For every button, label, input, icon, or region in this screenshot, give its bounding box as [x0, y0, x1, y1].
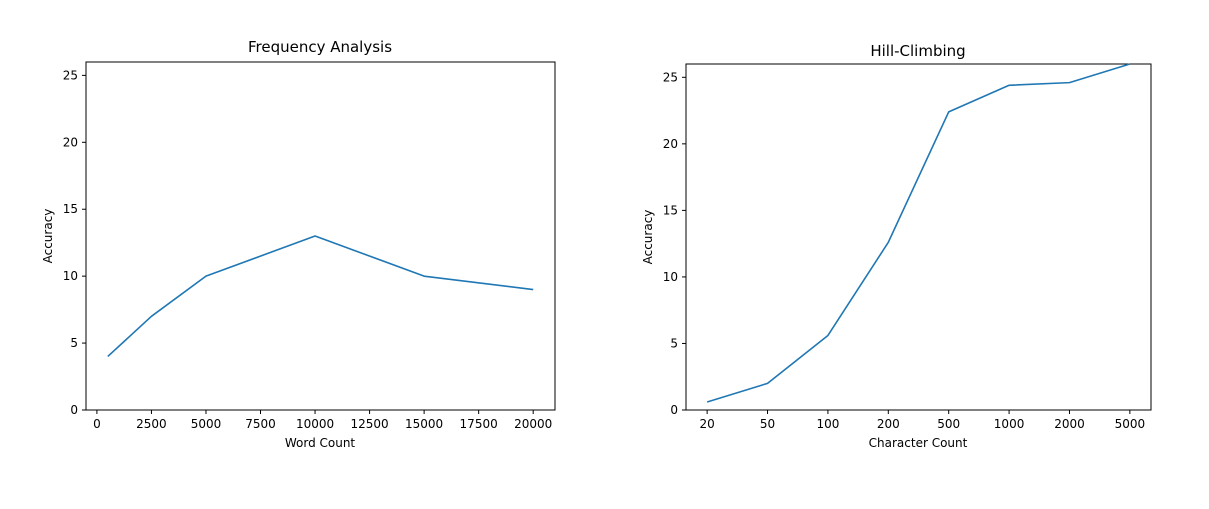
chart-title: Frequency Analysis — [248, 38, 392, 56]
y-tick-label: 0 — [70, 403, 78, 417]
x-tick-label: 0 — [93, 417, 101, 431]
y-tick-label: 15 — [663, 203, 678, 217]
y-tick-label: 20 — [63, 135, 78, 149]
x-tick-label: 200 — [877, 417, 900, 431]
y-tick-label: 5 — [670, 336, 678, 350]
x-tick-label: 20 — [699, 417, 714, 431]
y-tick-label: 5 — [70, 336, 78, 350]
y-tick-label: 10 — [63, 269, 78, 283]
x-tick-label: 500 — [937, 417, 960, 431]
y-tick-label: 0 — [670, 403, 678, 417]
x-tick-label: 17500 — [460, 417, 498, 431]
x-axis-label: Character Count — [869, 436, 968, 450]
y-tick-label: 25 — [63, 68, 78, 82]
y-tick-label: 20 — [663, 137, 678, 151]
plot-frame — [685, 63, 1152, 411]
series-line — [107, 235, 534, 358]
x-tick-label: 20000 — [514, 417, 552, 431]
y-axis-label: Accuracy — [641, 210, 655, 265]
x-tick-label: 10000 — [296, 417, 334, 431]
chart-hill-climbing: Hill-Climbing 20 50 100 200 500 1000 2000 5000 … — [641, 42, 1152, 450]
plot-frame — [85, 61, 556, 411]
y-axis-label: Accuracy — [41, 209, 55, 264]
y-tick-label: 15 — [63, 202, 78, 216]
x-tick-label: 50 — [760, 417, 775, 431]
x-tick-label: 100 — [816, 417, 839, 431]
y-tick-label: 10 — [663, 270, 678, 284]
x-tick-label: 7500 — [245, 417, 276, 431]
chart-title: Hill-Climbing — [870, 42, 965, 60]
x-axis-label: Word Count — [285, 436, 356, 450]
x-tick-label: 2000 — [1054, 417, 1085, 431]
series-line — [706, 63, 1131, 403]
chart-frequency-analysis: Frequency Analysis 0 2500 5000 7500 10000 125… — [41, 38, 556, 450]
x-tick-label: 1000 — [994, 417, 1025, 431]
x-tick-label: 5000 — [191, 417, 222, 431]
x-tick-label: 12500 — [350, 417, 388, 431]
x-tick-label: 5000 — [1115, 417, 1146, 431]
x-tick-label: 15000 — [405, 417, 443, 431]
x-tick-label: 2500 — [136, 417, 167, 431]
y-tick-label: 25 — [663, 70, 678, 84]
